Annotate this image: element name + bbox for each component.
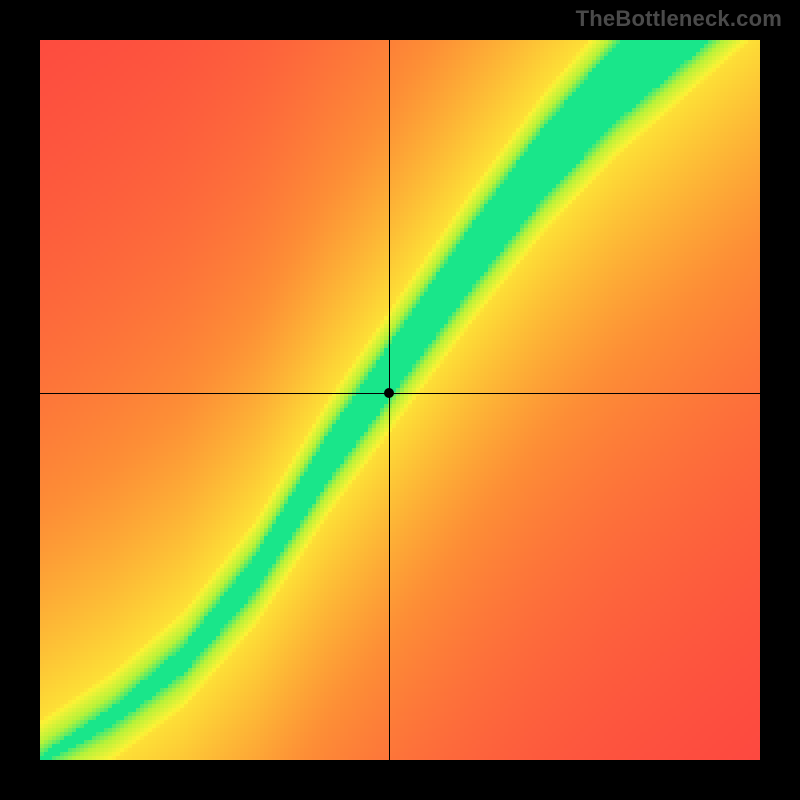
watermark-text: TheBottleneck.com bbox=[576, 6, 782, 32]
crosshair-vertical bbox=[389, 40, 390, 760]
heatmap-plot bbox=[40, 40, 760, 760]
marker-dot bbox=[384, 388, 394, 398]
outer-frame: TheBottleneck.com bbox=[0, 0, 800, 800]
heatmap-canvas bbox=[40, 40, 760, 760]
crosshair-horizontal bbox=[40, 393, 760, 394]
